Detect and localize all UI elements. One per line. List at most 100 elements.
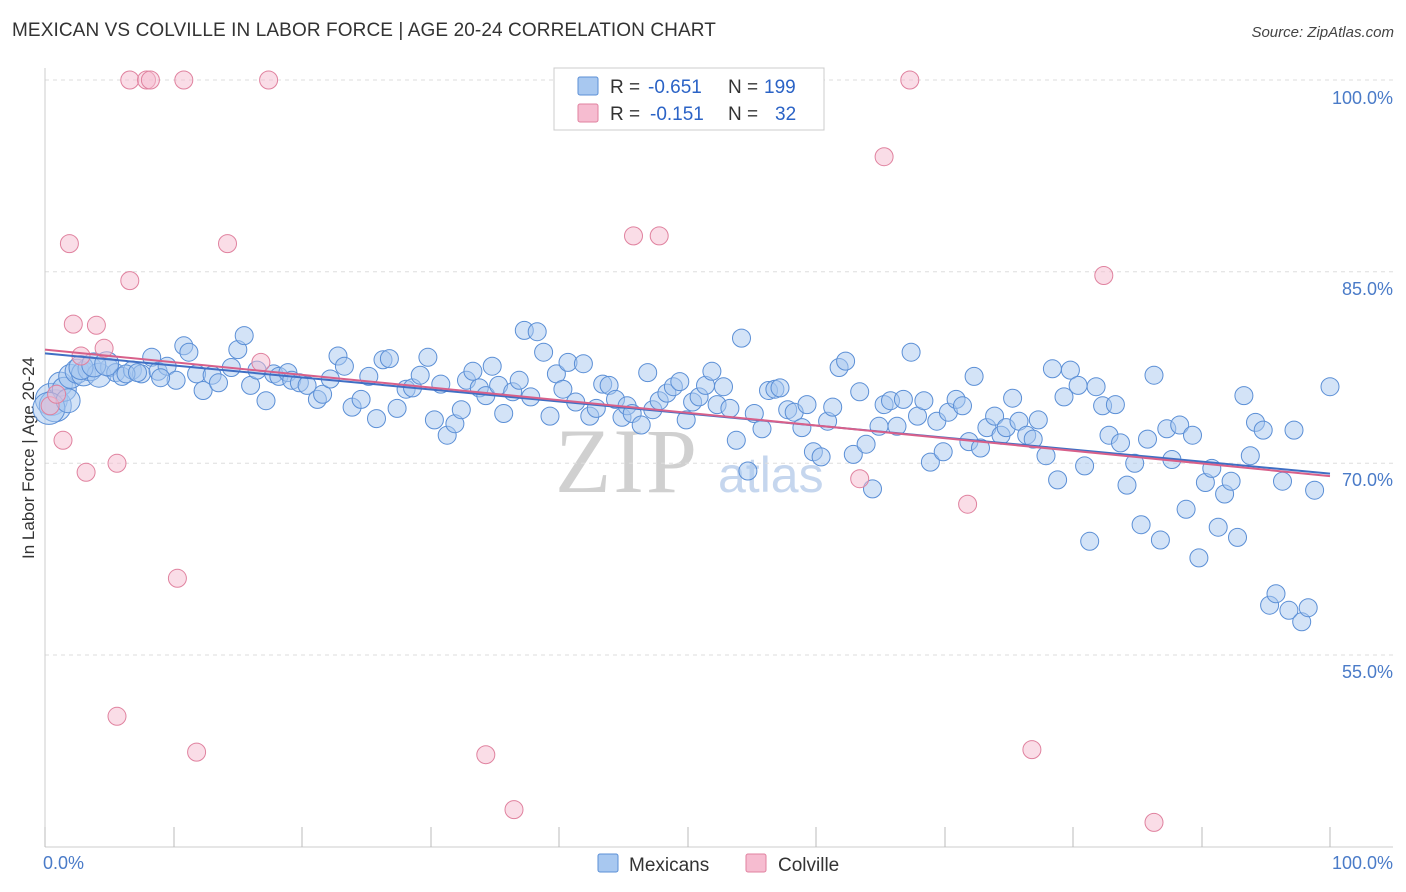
series-mexicans xyxy=(32,320,1340,632)
mexicans-point xyxy=(1273,471,1292,491)
mexicans-point xyxy=(836,351,856,371)
mexicans-point xyxy=(1170,415,1190,435)
mexicans-point xyxy=(843,444,863,464)
mexicans-point xyxy=(1042,359,1062,379)
legend-n-label-mexicans: N = xyxy=(728,77,758,98)
legend-r-value-colville: -0.151 xyxy=(650,104,704,125)
colville-point xyxy=(120,271,140,291)
colville-point xyxy=(94,338,114,358)
mexicans-point xyxy=(1228,527,1247,547)
mexicans-point xyxy=(714,377,733,397)
mexicans-point xyxy=(256,391,276,411)
mexicans-point xyxy=(1208,517,1228,537)
mexicans-point xyxy=(553,379,573,399)
y-tick-label-55: 55.0% xyxy=(1342,662,1393,682)
mexicans-point xyxy=(1320,377,1340,397)
mexicans-point xyxy=(418,347,438,367)
colville-point xyxy=(174,70,194,90)
mexicans-point xyxy=(1298,598,1318,618)
colville-point xyxy=(476,745,496,765)
mexicans-point xyxy=(1023,429,1043,449)
mexicans-point xyxy=(424,410,444,430)
chart-title: MEXICAN VS COLVILLE IN LABOR FORCE | AGE… xyxy=(12,20,716,41)
legend-swatch-mexicans xyxy=(577,76,599,96)
colville-point xyxy=(218,234,237,254)
bottom-legend-swatch-mexicans xyxy=(597,853,619,873)
mexicans-point xyxy=(1003,388,1023,408)
mexicans-point xyxy=(1060,360,1080,380)
mexicans-point xyxy=(151,368,171,388)
mexicans-point xyxy=(527,322,547,342)
mexicans-point xyxy=(901,342,921,362)
trend-line-colville xyxy=(44,348,1331,478)
mexicans-point xyxy=(509,370,529,390)
mexicans-point xyxy=(1189,548,1209,568)
mexicans-point xyxy=(209,373,228,393)
mexicans-point xyxy=(1028,410,1048,430)
mexicans-point xyxy=(985,406,1005,426)
mexicans-point xyxy=(313,384,333,404)
mexicans-point xyxy=(676,410,696,430)
mexicans-point xyxy=(752,419,772,439)
mexicans-point xyxy=(1253,420,1273,440)
mexicans-point xyxy=(1138,429,1157,449)
colville-point xyxy=(850,469,870,489)
mexicans-point xyxy=(856,434,876,454)
mexicans-point xyxy=(863,479,882,499)
mexicans-point xyxy=(1068,375,1088,395)
mexicans-point xyxy=(738,461,758,481)
bottom-legend-label-mexicans: Mexicans xyxy=(629,855,709,876)
mexicans-point xyxy=(540,406,560,426)
mexicans-point xyxy=(166,370,186,390)
legend-n-label-colville: N = xyxy=(728,104,758,125)
mexicans-point xyxy=(971,438,990,458)
mexicans-point xyxy=(1150,530,1170,550)
colville-point xyxy=(76,462,96,482)
chart-source: Source: ZipAtlas.com xyxy=(1251,24,1394,41)
legend-r-label-mexicans: R = xyxy=(610,77,640,98)
mexicans-point xyxy=(1048,470,1068,490)
mexicans-point xyxy=(887,416,907,436)
mexicans-point xyxy=(797,395,817,415)
y-axis-title: In Labor Force | Age 20-24 xyxy=(19,357,38,559)
colville-point xyxy=(1144,812,1164,832)
y-tick-label-70: 70.0% xyxy=(1342,470,1393,490)
mexicans-point xyxy=(128,363,147,383)
colville-point xyxy=(251,352,271,372)
bottom-legend-swatch-colville xyxy=(745,853,767,873)
colville-point xyxy=(1022,740,1042,760)
mexicans-point xyxy=(387,398,407,418)
mexicans-point xyxy=(1240,446,1260,466)
colville-point xyxy=(63,314,83,334)
y-tick-label-85: 85.0% xyxy=(1342,279,1393,299)
mexicans-point xyxy=(631,415,651,435)
legend-n-value-colville: 32 xyxy=(775,104,796,125)
mexicans-point xyxy=(953,396,972,416)
colville-point xyxy=(259,70,279,90)
colville-point xyxy=(624,226,643,246)
colville-point xyxy=(59,234,79,254)
mexicans-point xyxy=(367,409,386,429)
mexicans-point xyxy=(914,391,934,411)
mexicans-point xyxy=(334,356,354,376)
mexicans-point xyxy=(534,342,554,362)
colville-point xyxy=(167,568,187,588)
bottom-legend-label-colville: Colville xyxy=(778,855,839,876)
mexicans-point xyxy=(920,452,940,472)
legend-n-value-mexicans: 199 xyxy=(764,77,796,98)
mexicans-point xyxy=(463,361,483,381)
mexicans-point xyxy=(379,349,399,369)
mexicans-point xyxy=(482,356,502,376)
mexicans-point xyxy=(573,354,593,374)
mexicans-point xyxy=(726,430,746,450)
colville-point xyxy=(107,453,127,473)
colville-point xyxy=(958,494,978,514)
colville-point xyxy=(47,384,67,404)
colville-point xyxy=(1094,266,1114,285)
mexicans-point xyxy=(670,372,690,392)
mexicans-point xyxy=(964,366,984,386)
watermark-zip: ZIP xyxy=(555,410,699,512)
mexicans-point xyxy=(933,442,953,462)
mexicans-point xyxy=(720,398,740,418)
